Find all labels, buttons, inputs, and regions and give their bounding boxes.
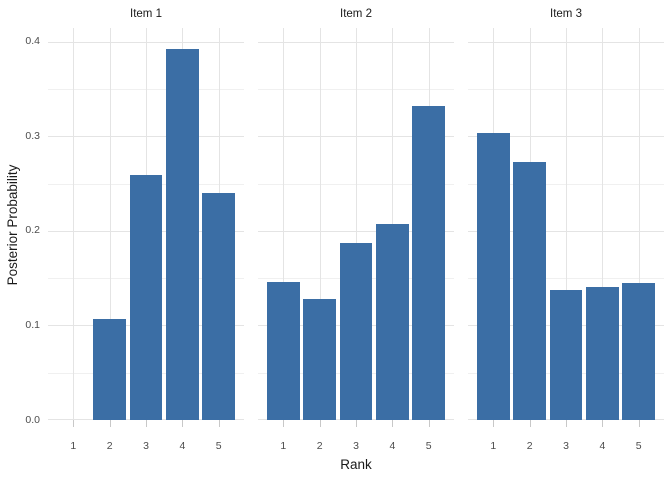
x-tick-label: 4 [179,440,186,452]
x-tick-label: 5 [215,440,222,452]
x-tick-mark [638,420,640,427]
x-tick-label: 1 [280,440,287,452]
y-tick-label: 0.2 [25,224,40,237]
x-tick-mark [146,420,147,427]
x-tick-mark [392,420,394,427]
gridline-major-v [566,28,567,420]
y-tick-label: 0.3 [25,129,40,142]
facet-title: Item 3 [550,8,582,20]
x-tick-mark [218,420,220,427]
x-tick-label: 3 [143,440,149,452]
x-tick-mark [602,420,604,427]
gridline-major-v [319,28,321,420]
bar [266,282,300,420]
panel [48,28,244,420]
bar [166,48,199,420]
y-tick-label: 0.4 [25,35,40,48]
bar [513,162,546,420]
bar [622,282,656,420]
bar [339,243,373,420]
x-tick-mark [109,420,111,427]
gridline-major-v [283,28,285,420]
x-tick-label: 5 [425,440,432,452]
x-tick-mark [73,420,75,427]
x-axis-title: Rank [340,457,372,472]
bar [586,286,619,420]
facet-strip: Item 1 [48,6,244,22]
bar [549,289,583,420]
bar [202,193,236,420]
x-tick-mark [182,420,184,427]
x-tick-label: 2 [106,440,113,452]
facet-title: Item 2 [340,8,372,20]
panel [468,28,664,420]
bar [303,299,336,420]
gridline-major-v [392,28,394,420]
x-tick-label: 1 [70,440,77,452]
x-tick-mark [428,420,430,427]
facet-strip: Item 2 [258,6,454,22]
bar [129,175,163,420]
y-tick-label: 0.0 [25,413,40,426]
bar [93,318,126,420]
x-tick-mark [566,420,567,427]
x-tick-mark [493,420,495,427]
x-tick-label: 5 [635,440,642,452]
bar [376,224,409,420]
y-tick-label: 0.1 [25,318,40,331]
facet-title: Item 1 [130,8,162,20]
x-tick-label: 4 [389,440,396,452]
x-tick-mark [529,420,531,427]
gridline-major-v [356,28,357,420]
x-tick-label: 1 [490,440,497,452]
x-tick-mark [319,420,321,427]
x-tick-label: 4 [599,440,606,452]
x-tick-mark [356,420,357,427]
x-tick-label: 3 [563,440,569,452]
x-tick-label: 2 [526,440,533,452]
gridline-major-v [602,28,604,420]
x-tick-label: 3 [353,440,359,452]
bar [412,106,446,420]
panel [258,28,454,420]
gridline-major-v [638,28,640,420]
x-tick-mark [283,420,285,427]
gridline-major-v [109,28,111,420]
x-tick-label: 2 [316,440,323,452]
gridline-major-v [73,28,75,420]
facet-strip: Item 3 [468,6,664,22]
bar [476,132,510,420]
